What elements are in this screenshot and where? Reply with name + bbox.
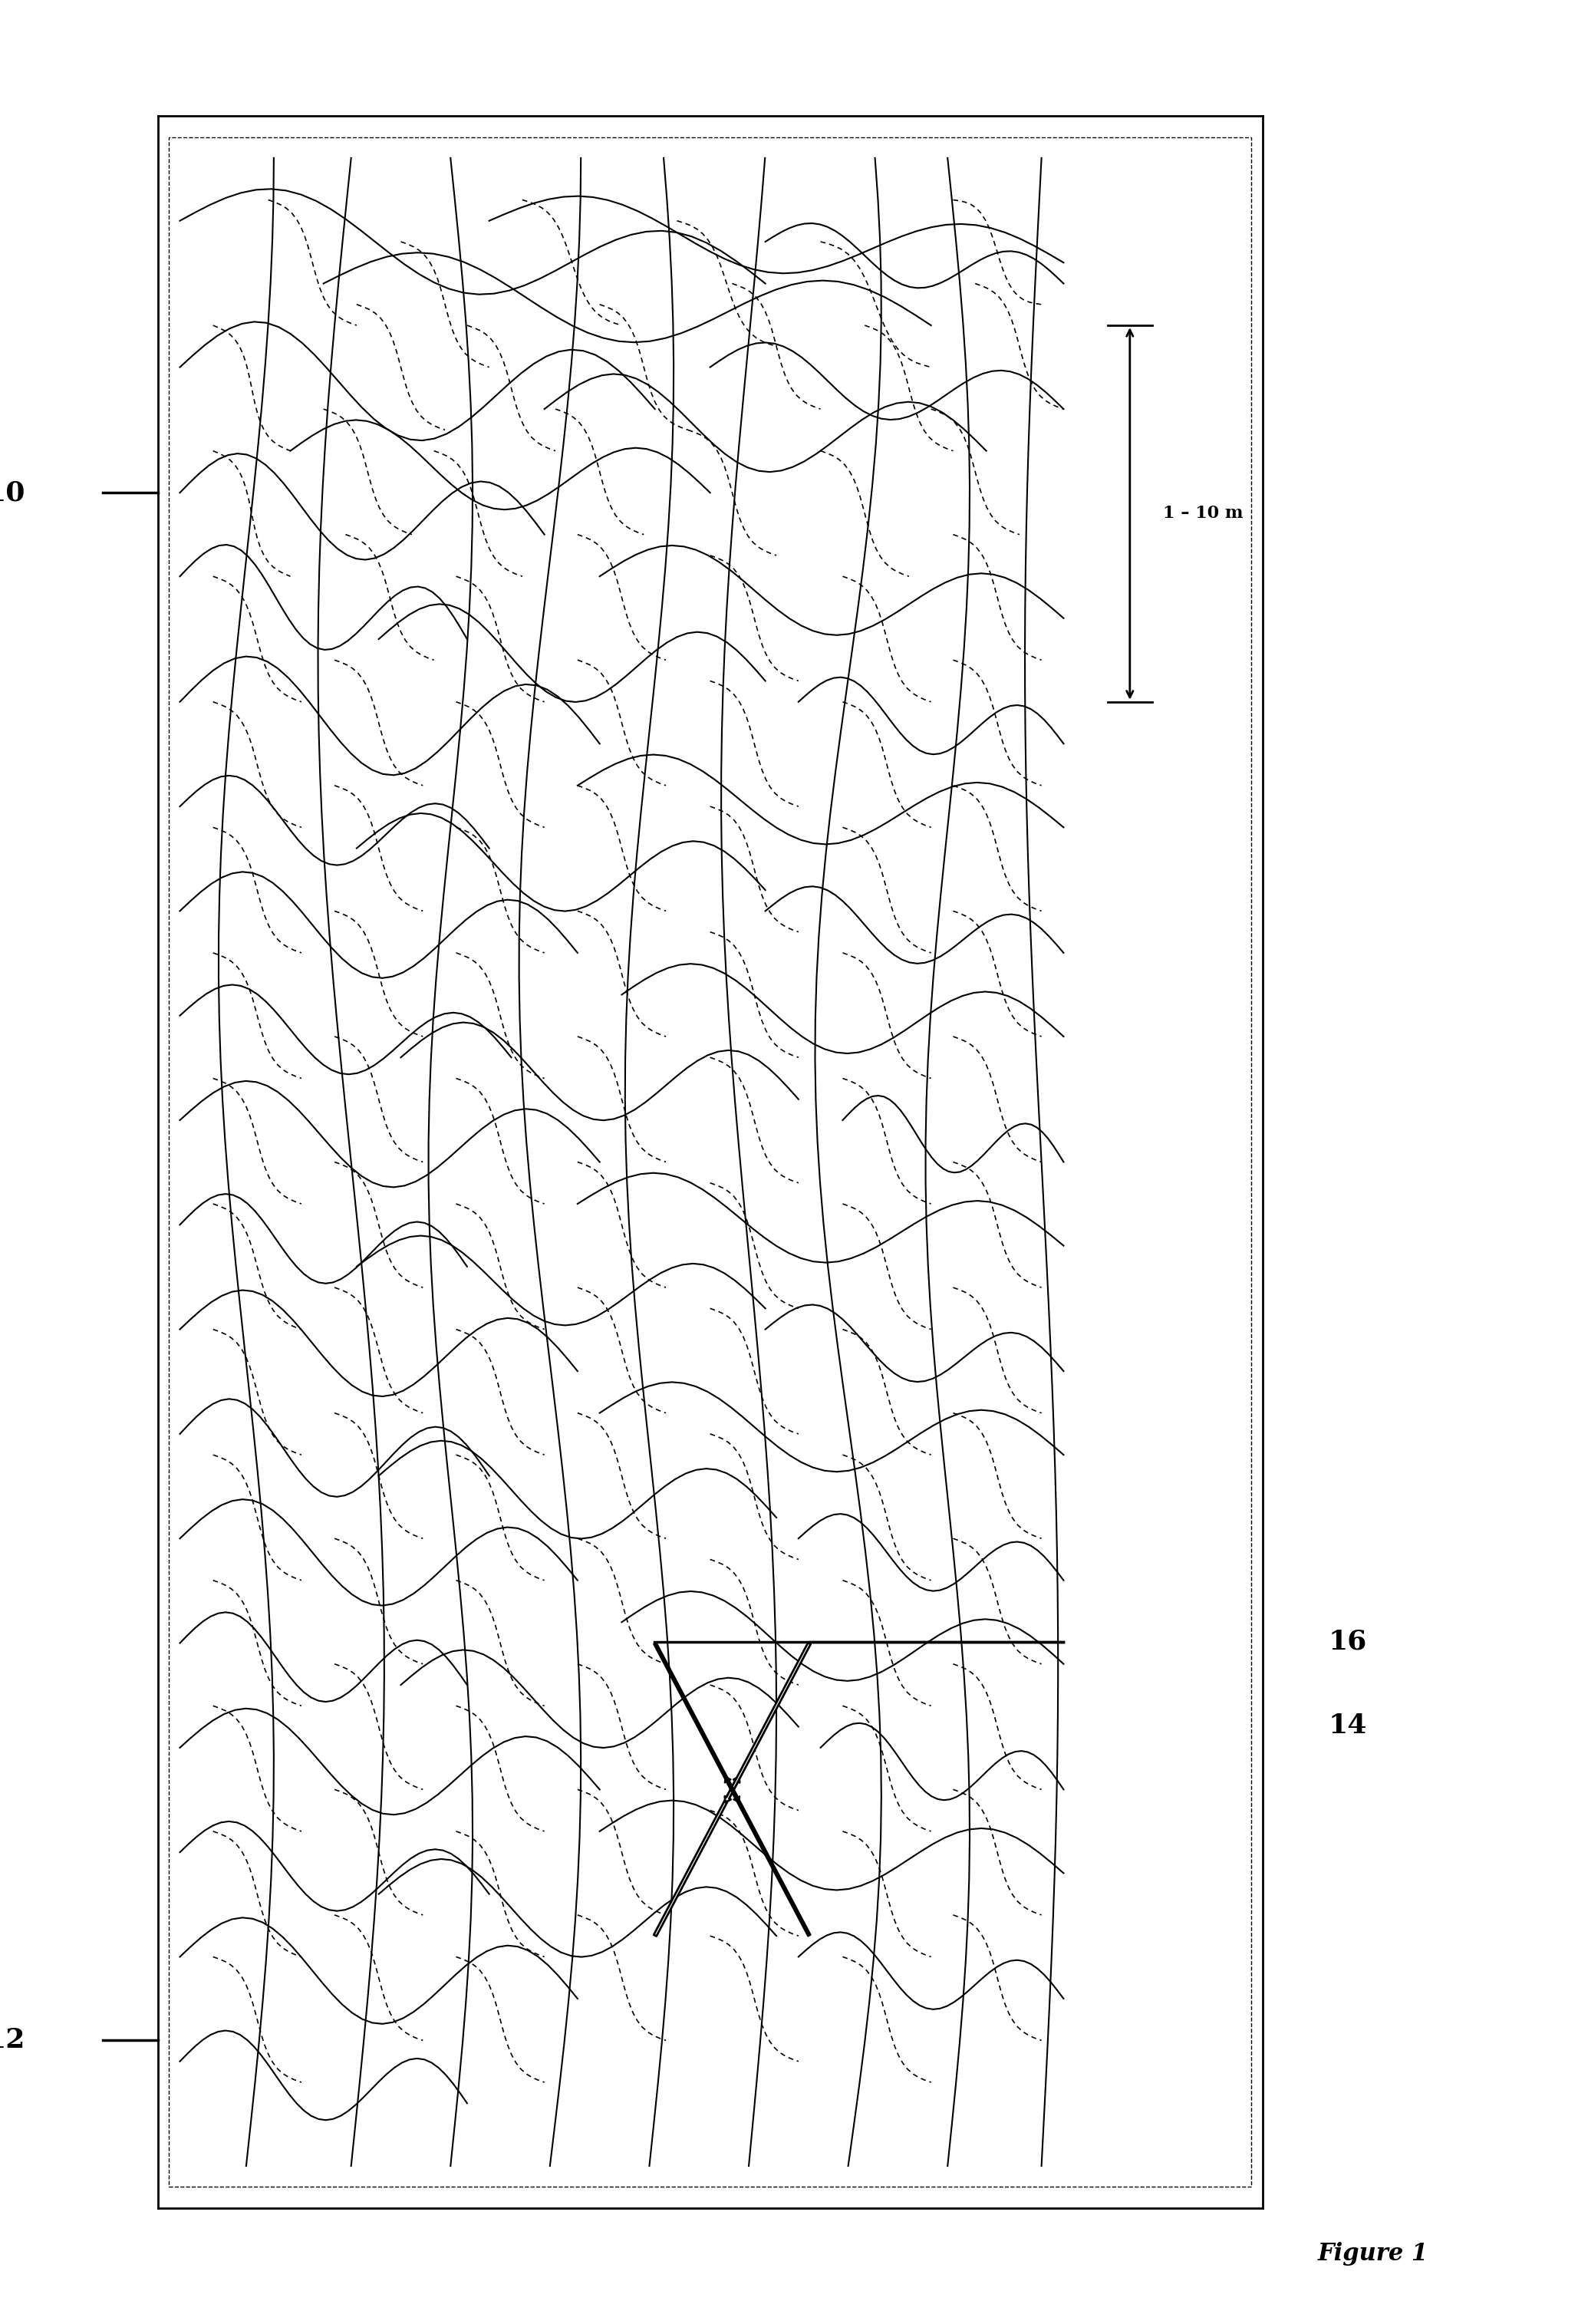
Text: 1 – 10 m: 1 – 10 m bbox=[1163, 504, 1243, 523]
Text: 14: 14 bbox=[1329, 1713, 1367, 1738]
Text: Figure 1: Figure 1 bbox=[1318, 2243, 1428, 2266]
FancyArrowPatch shape bbox=[724, 1643, 811, 1803]
FancyArrowPatch shape bbox=[653, 1643, 740, 1803]
FancyArrowPatch shape bbox=[724, 1776, 811, 1936]
Text: 16: 16 bbox=[1329, 1629, 1367, 1655]
Text: 12: 12 bbox=[0, 2027, 25, 2054]
Text: 10: 10 bbox=[0, 479, 25, 507]
FancyArrowPatch shape bbox=[653, 1776, 740, 1936]
